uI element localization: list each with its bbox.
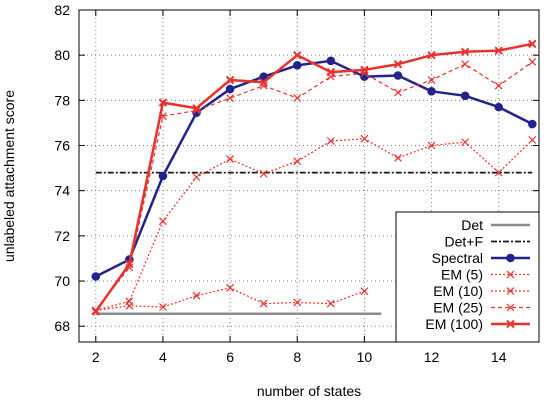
series-em-100-point [92,308,99,315]
series-em-10-point [227,156,234,163]
legend-label-em-10: EM (10) [433,283,483,299]
y-tick-label: 68 [54,318,70,334]
x-tick-label: 8 [293,349,301,365]
legend-marker-spectral [507,254,515,262]
series-em-10-point [462,139,469,146]
x-tick-label: 14 [491,349,507,365]
x-tick-label: 10 [357,349,373,365]
legend-label-spectral: Spectral [432,250,483,266]
series-em-10-point [529,136,536,143]
series-spectral-point [159,172,167,180]
y-tick-label: 76 [54,138,70,154]
series-em-10-point [394,154,401,161]
series-spectral-point [327,57,335,65]
series-em-25-point [294,95,301,102]
series-em-5 [92,284,368,314]
series-em-25-point [495,82,502,89]
series-spectral-point [92,273,100,281]
series-spectral-point [293,62,301,70]
series-spectral-point [461,92,469,100]
legend-label-det-f: Det+F [444,234,483,250]
y-tick-label: 70 [54,273,70,289]
x-tick-label: 4 [159,349,167,365]
series-spectral-point [394,72,402,80]
x-tick-label: 12 [424,349,440,365]
series-em-10-point [193,174,200,181]
series-em-25-point [529,58,536,65]
series-spectral-point [226,85,234,93]
legend-label-em-5: EM (5) [441,267,483,283]
y-tick-label: 78 [54,92,70,108]
y-tick-label: 74 [54,183,70,199]
y-axis-label: unlabeled attachment score [1,90,17,262]
series-em-25-point [227,95,234,102]
series-em-10-point [361,135,368,142]
series-spectral-point [495,103,503,111]
series-em-10-point [260,170,267,177]
y-tick-label: 80 [54,47,70,63]
y-tick-label: 82 [54,2,70,18]
series-spectral-point [428,88,436,96]
series-spectral-point [528,120,536,128]
x-tick-label: 2 [92,349,100,365]
series-em-25-point [462,61,469,68]
legend-label-em-25: EM (25) [433,300,483,316]
x-tick-label: 6 [226,349,234,365]
series-em-5-point [361,288,368,295]
series-em-10-point [126,298,133,305]
x-axis-label: number of states [257,383,361,399]
legend-label-em-100: EM (100) [425,316,483,332]
series-em-5-point [327,300,334,307]
series-em-25-point [394,89,401,96]
y-tick-label: 72 [54,228,70,244]
legend-label-det: Det [461,217,483,233]
